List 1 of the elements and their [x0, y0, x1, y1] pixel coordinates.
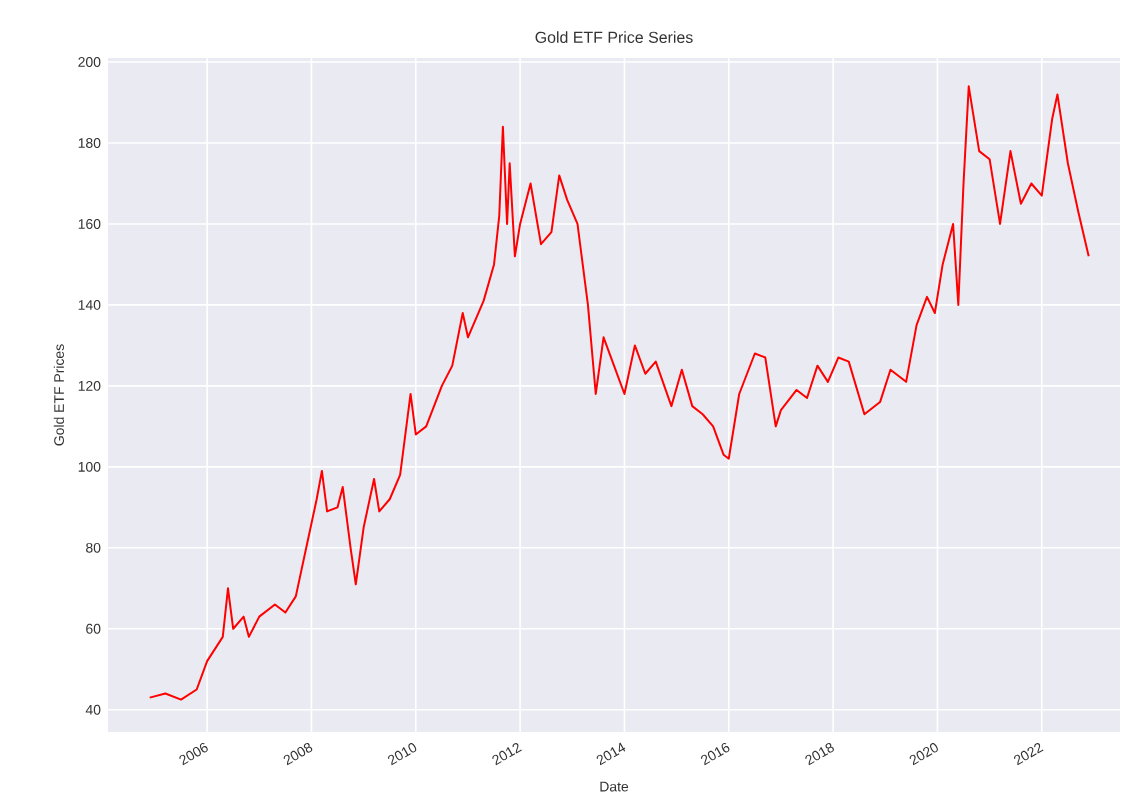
line-series: [148, 85, 1090, 701]
